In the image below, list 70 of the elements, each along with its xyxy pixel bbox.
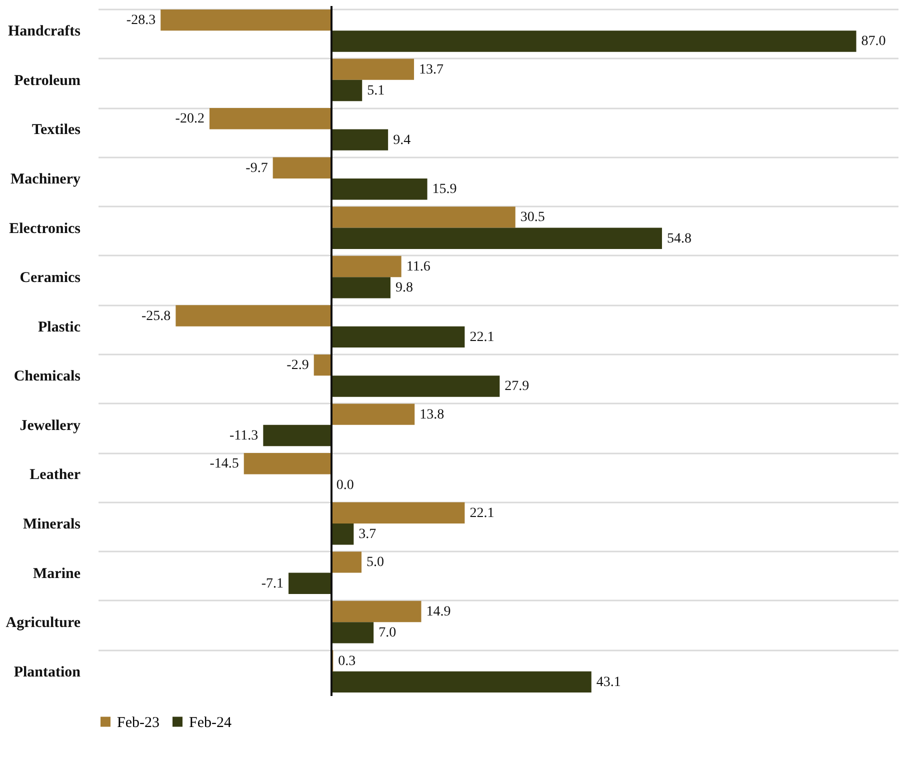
- bar: [176, 305, 332, 326]
- bar: [331, 552, 362, 573]
- data-label: 9.4: [393, 132, 411, 148]
- bar: [288, 572, 332, 594]
- y-tick-label: Plastic: [38, 319, 81, 336]
- bar: [263, 424, 332, 446]
- data-label: 30.5: [520, 210, 545, 226]
- bar: [331, 256, 402, 278]
- y-tick-label: Ceramics: [20, 270, 81, 286]
- bar: [331, 404, 415, 425]
- y-tick-label: Plantation: [14, 664, 82, 680]
- data-label: 0.0: [336, 478, 354, 493]
- bar: [331, 228, 662, 249]
- bar: [331, 622, 374, 644]
- data-label: -20.2: [175, 112, 204, 127]
- bar: [272, 157, 332, 178]
- y-tick-label: Handcrafts: [8, 24, 81, 40]
- y-tick-label: Marine: [33, 566, 81, 582]
- y-tick-label: Electronics: [9, 220, 81, 237]
- data-label: 87.0: [861, 34, 886, 50]
- bar: [331, 80, 362, 102]
- bar: [331, 277, 390, 298]
- y-tick-label: Jewellery: [20, 418, 81, 434]
- data-label: -9.7: [246, 160, 268, 176]
- bar: [331, 129, 388, 150]
- data-label: 13.7: [419, 62, 444, 78]
- bar: [331, 58, 414, 80]
- bar: [331, 376, 500, 397]
- y-tick-label: Minerals: [23, 516, 81, 532]
- data-label: 3.7: [358, 527, 376, 542]
- data-label: 27.9: [504, 379, 530, 394]
- data-label: -25.8: [142, 308, 171, 324]
- y-tick-label: Petroleum: [14, 72, 81, 89]
- bar: [331, 206, 516, 228]
- legend-label: Feb-24: [189, 714, 232, 731]
- bar: [331, 30, 856, 52]
- data-label: 22.1: [470, 506, 494, 521]
- y-tick-label: Machinery: [10, 172, 81, 188]
- bar: [331, 502, 465, 524]
- bar: [331, 671, 592, 693]
- data-label: -11.3: [230, 428, 258, 444]
- legend-label: Feb-23: [117, 714, 160, 731]
- data-label: 14.9: [426, 604, 451, 620]
- data-label: -28.3: [126, 13, 156, 28]
- data-label: 54.8: [666, 231, 692, 246]
- data-label: 5.0: [366, 555, 384, 570]
- bar: [209, 108, 332, 130]
- y-tick-label: Chemicals: [14, 368, 81, 385]
- data-label: 13.8: [420, 407, 444, 422]
- bar: [331, 326, 465, 348]
- data-label: 43.1: [596, 674, 621, 690]
- data-label: 11.6: [406, 259, 430, 274]
- y-tick-label: Leather: [30, 467, 81, 484]
- data-label: 22.1: [470, 330, 494, 345]
- data-label: -14.5: [210, 456, 239, 472]
- data-label: 9.8: [395, 280, 413, 296]
- bar: [331, 600, 422, 622]
- data-label: -7.1: [261, 576, 284, 592]
- data-label: -2.9: [286, 358, 309, 374]
- data-label: 7.0: [378, 626, 396, 641]
- data-label: 0.3: [338, 654, 356, 669]
- y-tick-label: Textiles: [32, 122, 81, 138]
- data-label: 15.9: [432, 182, 457, 198]
- bar: [314, 354, 332, 376]
- y-tick-label: Agriculture: [6, 615, 81, 632]
- bar: [331, 524, 354, 545]
- bar: [244, 453, 332, 474]
- data-label: 5.1: [367, 84, 385, 99]
- bar: [160, 9, 332, 31]
- bar: [331, 178, 428, 200]
